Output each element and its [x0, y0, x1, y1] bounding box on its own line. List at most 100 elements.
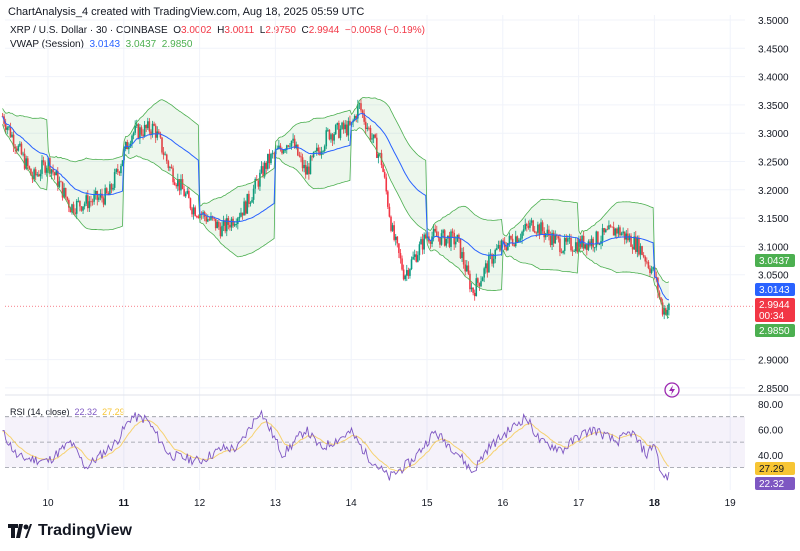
candle-body [86, 195, 89, 209]
candle-body [396, 236, 399, 244]
candle-body [172, 168, 174, 183]
candle-body [623, 231, 626, 240]
candle-body [214, 218, 217, 229]
candle-body [464, 264, 467, 272]
vwap-title[interactable]: VWAP (Session) [10, 39, 84, 50]
candle-body [210, 216, 212, 220]
candle-body [532, 220, 534, 231]
candle-body [551, 232, 553, 245]
price-chart[interactable]: 3.5000 3.4500 3.4000 3.3500 3.3000 3.2500 3.20… [0, 0, 800, 520]
rsi-title[interactable]: RSI (14, close) [10, 407, 70, 417]
candle-body [477, 278, 479, 283]
candle-body [338, 122, 340, 138]
candle-body [372, 134, 375, 139]
candle-body [609, 225, 612, 227]
candle-body [574, 242, 577, 252]
vwap-upper-tag: 3.0437 [755, 254, 795, 267]
candle-body [192, 207, 195, 215]
candle-body [297, 144, 299, 156]
candle-body [387, 191, 389, 207]
candle-body [432, 228, 435, 237]
time-tick-label: 14 [346, 498, 358, 509]
candle-body [628, 235, 631, 241]
candle-body [398, 243, 400, 254]
candle-body [120, 165, 122, 174]
candle-body [6, 127, 9, 130]
candle-body [481, 277, 484, 282]
candle-body [135, 124, 138, 126]
candle-body [151, 123, 154, 135]
vwap-lower-band [2, 124, 670, 319]
candle-body [240, 212, 242, 217]
candle-body [191, 208, 193, 215]
candle-body [478, 282, 481, 287]
candle-body [12, 134, 15, 147]
candle-body [459, 238, 462, 259]
candle-body [375, 137, 378, 158]
rsi-ma-tag-text: 27.29 [759, 464, 784, 475]
candle-body [423, 234, 425, 250]
candle-body [129, 143, 132, 147]
candle-body [208, 219, 211, 221]
vwap-lower-tag: 2.9850 [755, 324, 795, 337]
candle-body [595, 231, 598, 248]
candle-body [420, 239, 422, 245]
candle-body [75, 200, 78, 214]
candle-body [308, 166, 310, 175]
candle-body [597, 231, 599, 245]
candle-body [567, 238, 569, 242]
price-tick-label: 3.4500 [758, 44, 789, 55]
candle-body [598, 243, 601, 245]
candle-body [181, 179, 184, 190]
candle-body [221, 225, 223, 237]
candle-body [304, 165, 307, 175]
candle-body [19, 143, 21, 146]
vwap-tag: 3.0143 [755, 283, 795, 296]
candle-body [230, 218, 233, 228]
candle-body [516, 236, 519, 243]
candle-body [360, 103, 362, 111]
candle-body [113, 172, 116, 188]
candle-body [617, 227, 620, 234]
candle-body [633, 236, 635, 250]
candle-body [603, 228, 605, 233]
candle-body [456, 234, 459, 242]
candle-body [491, 254, 493, 264]
price-tick-label: 3.4000 [758, 73, 789, 84]
candle-body [538, 224, 541, 235]
alert-lightning-icon [664, 382, 680, 398]
rsi-ma-tag: 27.29 [755, 462, 795, 475]
candle-body [546, 229, 549, 234]
candle-body [334, 125, 337, 135]
last-price-tag-text: 2.9944 [759, 300, 790, 311]
candle-body [259, 172, 261, 187]
candle-body [453, 232, 455, 245]
candle-body [488, 254, 490, 273]
candle-body [390, 216, 392, 231]
candle-body [361, 110, 364, 114]
candle-body [394, 236, 397, 240]
candle-body [328, 129, 331, 140]
candle-body [207, 219, 209, 222]
vwap-upper-band [2, 97, 670, 283]
candle-body [248, 193, 250, 204]
candle-body [467, 265, 470, 274]
candle-body [128, 146, 130, 150]
candle-body [497, 245, 500, 249]
candle-body [451, 231, 454, 233]
candle-body [590, 238, 593, 246]
vwap-line [2, 113, 670, 301]
candle-body [593, 247, 596, 249]
candle-body [371, 138, 373, 140]
symbol-legend: XRP / U.S. Dollar · 30 · COINBASE O3.000… [10, 25, 425, 36]
candle-body [147, 121, 149, 129]
candle-body [281, 149, 283, 154]
time-tick-label: 12 [194, 498, 206, 509]
candle-body [53, 172, 56, 176]
symbol-title[interactable]: XRP / U.S. Dollar · 30 · COINBASE [10, 25, 168, 36]
candle-body [412, 256, 414, 260]
candle-body [237, 218, 239, 225]
candle-body [14, 146, 16, 149]
candle-body [513, 244, 515, 247]
candle-body [34, 169, 37, 176]
